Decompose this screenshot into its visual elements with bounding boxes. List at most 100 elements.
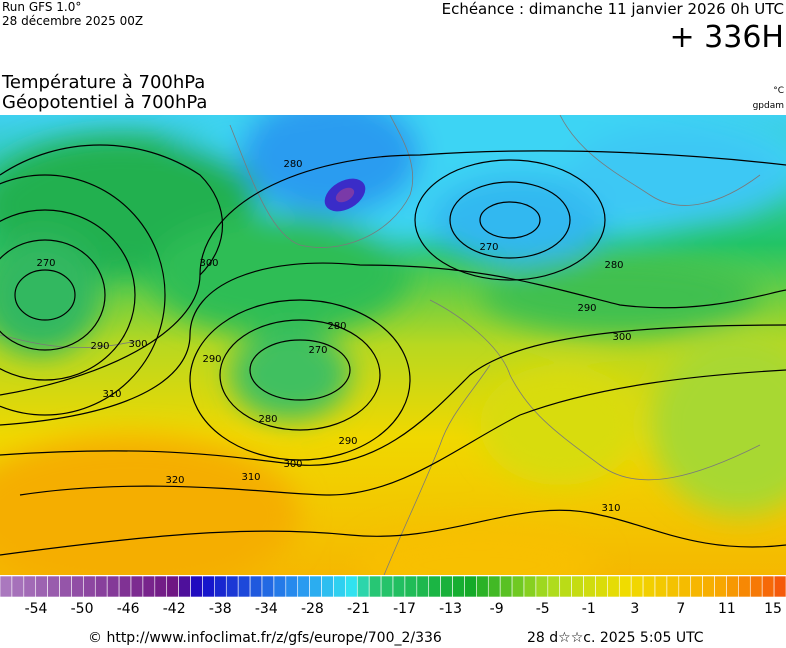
- color-swatch: [428, 575, 441, 598]
- contour-label: 270: [308, 345, 327, 356]
- contours: [0, 144, 786, 556]
- color-swatch: [618, 575, 632, 598]
- color-swatch: [773, 575, 786, 598]
- color-swatch: [333, 575, 346, 598]
- contour-label: 280: [258, 414, 277, 425]
- color-swatch: [523, 575, 537, 598]
- colorbar-label: -21: [347, 601, 370, 617]
- unit: gpdam: [752, 101, 784, 111]
- color-swatch: [297, 575, 310, 598]
- cold-core: [335, 187, 355, 203]
- color-swatch: [83, 575, 96, 598]
- colorbar-label: -9: [490, 601, 504, 617]
- color-swatch: [380, 575, 394, 598]
- lead-time: + 336H: [669, 20, 785, 55]
- colorbar-label: -34: [255, 601, 278, 617]
- color-swatch: [59, 575, 72, 598]
- contour-label: 300: [128, 339, 147, 350]
- run-label: Run GFS 1.0°: [2, 0, 82, 14]
- color-swatch: [452, 575, 465, 598]
- contour-label: 310: [601, 503, 620, 514]
- colorbar-label: -54: [25, 601, 48, 617]
- color-swatch: [94, 575, 108, 598]
- color-swatch: [190, 575, 203, 598]
- color-swatch: [23, 575, 37, 598]
- color-swatch: [142, 575, 156, 598]
- color-swatch: [547, 575, 561, 598]
- color-swatch: [607, 575, 620, 598]
- colorbar-label: 3: [630, 601, 639, 617]
- colorbar-label: -28: [301, 601, 324, 617]
- colorbar-label: -42: [163, 601, 186, 617]
- color-swatch: [749, 575, 763, 598]
- colorbar-label: -5: [536, 601, 550, 617]
- colorbar-label: -38: [209, 601, 232, 617]
- source-url: © http://www.infoclimat.fr/z/gfs/europe/…: [88, 630, 442, 646]
- color-swatch: [118, 575, 132, 598]
- variable-title: Géopotentiel à 700hPa: [2, 92, 208, 113]
- colorbar-label: -17: [393, 601, 416, 617]
- color-swatch: [487, 575, 501, 598]
- colorbar-label: -1: [582, 601, 596, 617]
- color-swatch: [440, 575, 453, 598]
- color-swatch: [416, 575, 430, 598]
- color-swatch: [714, 575, 727, 598]
- colorbar-label: -46: [117, 601, 140, 617]
- color-swatch: [761, 575, 775, 598]
- contour-label: 280: [283, 159, 302, 170]
- color-swatch: [642, 575, 656, 598]
- colorbar: [0, 575, 786, 598]
- contour-label: 280: [327, 321, 346, 332]
- color-swatch: [214, 575, 227, 598]
- color-swatch: [702, 575, 715, 598]
- color-swatch: [202, 575, 215, 598]
- color-swatch: [106, 575, 120, 598]
- color-swatch: [47, 575, 60, 598]
- generated-time: 28 d☆☆c. 2025 5:05 UTC: [527, 630, 704, 646]
- color-swatch: [559, 575, 572, 598]
- color-swatch: [666, 575, 680, 598]
- color-swatch: [345, 575, 358, 598]
- color-swatch: [309, 575, 322, 598]
- color-swatch: [237, 575, 251, 598]
- color-swatch: [595, 575, 608, 598]
- color-swatch: [71, 575, 84, 598]
- colorbar-label: 7: [676, 601, 685, 617]
- contour-label: 310: [241, 472, 260, 483]
- contour-label: 270: [479, 242, 498, 253]
- color-swatch: [535, 575, 549, 598]
- color-swatch: [356, 575, 370, 598]
- color-swatch: [678, 575, 692, 598]
- contour-label: 270: [36, 258, 55, 269]
- color-swatch: [368, 575, 382, 598]
- color-swatch: [11, 575, 25, 598]
- colorbar-label: -13: [439, 601, 462, 617]
- coastlines: [0, 115, 761, 575]
- color-swatch: [583, 575, 596, 598]
- color-swatch: [464, 575, 477, 598]
- contour-label: 280: [604, 260, 623, 271]
- contour-label: 310: [102, 389, 121, 400]
- contour-label: 300: [199, 258, 218, 269]
- color-swatch: [321, 575, 334, 598]
- forecast-time: Echéance : dimanche 11 janvier 2026 0h U…: [441, 0, 784, 18]
- color-swatch: [154, 575, 168, 598]
- color-swatch: [511, 575, 525, 598]
- color-swatch: [178, 575, 191, 598]
- color-swatch: [35, 575, 48, 598]
- contour-label: 290: [202, 354, 221, 365]
- map: 280 270 280 290 300 270 300 290 300 280 270 290 310 2…: [0, 115, 786, 575]
- colorbar-label: -50: [71, 601, 94, 617]
- color-swatch: [690, 575, 703, 598]
- color-swatch: [630, 575, 644, 598]
- contour-label: 320: [165, 475, 184, 486]
- contour-label: 300: [283, 459, 302, 470]
- colorbar-label: 15: [764, 601, 782, 617]
- variable-title: Température à 700hPa: [2, 72, 206, 93]
- contour-label: 290: [577, 303, 596, 314]
- color-swatch: [166, 575, 179, 598]
- color-swatch: [404, 575, 418, 598]
- color-swatch: [130, 575, 144, 598]
- run-date: 28 décembre 2025 00Z: [2, 14, 144, 28]
